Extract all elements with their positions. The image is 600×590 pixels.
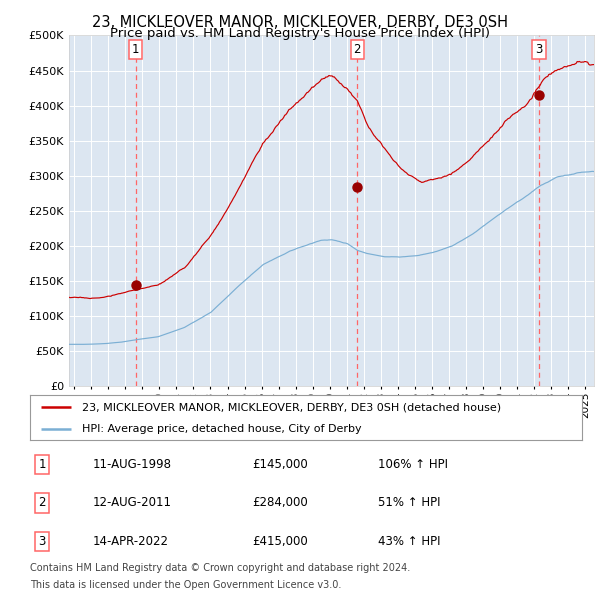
Text: £145,000: £145,000 [252, 458, 308, 471]
Text: 3: 3 [38, 535, 46, 548]
Text: 11-AUG-1998: 11-AUG-1998 [93, 458, 172, 471]
Text: 14-APR-2022: 14-APR-2022 [93, 535, 169, 548]
Text: 2: 2 [38, 496, 46, 510]
Text: 51% ↑ HPI: 51% ↑ HPI [378, 496, 440, 510]
Text: Contains HM Land Registry data © Crown copyright and database right 2024.: Contains HM Land Registry data © Crown c… [30, 563, 410, 573]
Text: £415,000: £415,000 [252, 535, 308, 548]
Text: Price paid vs. HM Land Registry's House Price Index (HPI): Price paid vs. HM Land Registry's House … [110, 27, 490, 40]
Text: 3: 3 [535, 43, 543, 56]
Text: £284,000: £284,000 [252, 496, 308, 510]
Text: This data is licensed under the Open Government Licence v3.0.: This data is licensed under the Open Gov… [30, 580, 341, 590]
Text: 2: 2 [353, 43, 361, 56]
Text: HPI: Average price, detached house, City of Derby: HPI: Average price, detached house, City… [82, 424, 362, 434]
Text: 1: 1 [132, 43, 139, 56]
Text: 43% ↑ HPI: 43% ↑ HPI [378, 535, 440, 548]
Text: 1: 1 [38, 458, 46, 471]
Text: 23, MICKLEOVER MANOR, MICKLEOVER, DERBY, DE3 0SH: 23, MICKLEOVER MANOR, MICKLEOVER, DERBY,… [92, 15, 508, 30]
Text: 23, MICKLEOVER MANOR, MICKLEOVER, DERBY, DE3 0SH (detached house): 23, MICKLEOVER MANOR, MICKLEOVER, DERBY,… [82, 402, 502, 412]
Text: 12-AUG-2011: 12-AUG-2011 [93, 496, 172, 510]
Text: 106% ↑ HPI: 106% ↑ HPI [378, 458, 448, 471]
